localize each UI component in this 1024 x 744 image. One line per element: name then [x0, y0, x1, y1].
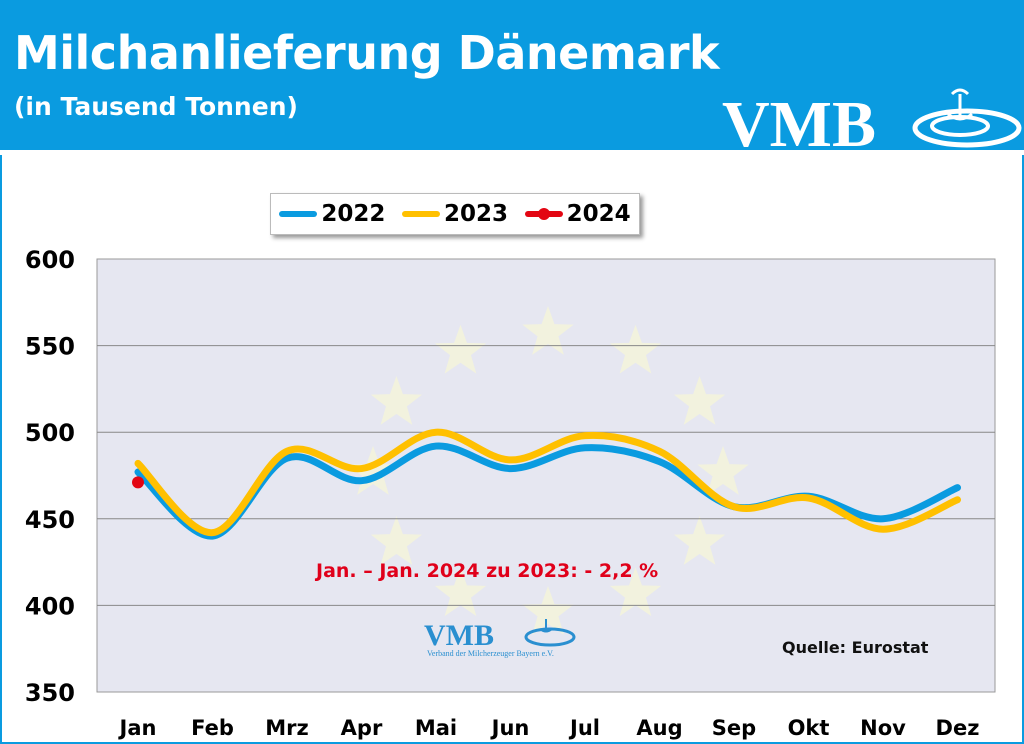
eu-star-icon [434, 567, 487, 617]
vmb-logo: VMB [722, 88, 1022, 154]
data-point-2024 [132, 476, 144, 489]
x-tick-label: Jun [490, 716, 530, 740]
x-tick-label: Apr [341, 716, 383, 740]
x-tick-label: Jul [568, 716, 600, 740]
legend-swatch [524, 208, 563, 220]
legend-swatch [401, 211, 440, 217]
chart-subtitle: (in Tausend Tonnen) [14, 92, 298, 121]
svg-text:VMB: VMB [722, 88, 876, 154]
x-tick-label: Aug [636, 716, 682, 740]
eu-star-icon [370, 376, 423, 425]
legend-label: 2022 [321, 201, 386, 227]
legend-item-2023: 2023 [401, 201, 508, 227]
eu-star-icon [522, 586, 574, 635]
watermark-tagline: Verband der Milcherzeuger Bayern e.V. [427, 649, 554, 658]
y-tick-label: 550 [25, 333, 75, 361]
eu-star-icon [609, 324, 662, 374]
x-tick-label: Feb [191, 716, 234, 740]
eu-star-icon [697, 446, 749, 495]
eu-star-icon [673, 516, 726, 565]
annotation: Jan. – Jan. 2024 zu 2023: - 2,2 % [316, 560, 659, 582]
y-tick-label: 450 [25, 506, 75, 534]
eu-star-icon [370, 516, 423, 565]
header-banner: Milchanlieferung Dänemark (in Tausend To… [0, 0, 1024, 154]
eu-star-icon [347, 446, 399, 495]
y-tick-label: 400 [25, 592, 75, 620]
eu-star-icon [522, 306, 574, 355]
chart-title: Milchanlieferung Dänemark [14, 26, 720, 80]
legend-label: 2023 [443, 201, 508, 227]
x-tick-label: Mai [415, 716, 457, 740]
x-tick-label: Okt [788, 716, 830, 740]
source-note: Quelle: Eurostat [782, 638, 929, 657]
legend: 2022 2023 2024 [270, 193, 640, 235]
eu-star-icon [609, 567, 662, 617]
x-tick-label: Nov [860, 716, 906, 740]
x-tick-label: Jan [118, 716, 157, 740]
series-line-2023 [134, 428, 961, 537]
x-tick-label: Dez [936, 716, 980, 740]
x-tick-label: Sep [712, 716, 756, 740]
y-tick-label: 500 [25, 419, 75, 447]
eu-star-icon [434, 324, 487, 374]
legend-item-2022: 2022 [279, 201, 385, 227]
y-tick-label: 350 [25, 679, 75, 707]
legend-swatch [279, 211, 318, 217]
legend-label: 2024 [566, 201, 631, 227]
vmb-watermark-logo: VMB [424, 619, 576, 652]
legend-item-2024: 2024 [524, 201, 631, 227]
eu-star-icon [673, 376, 726, 425]
x-tick-label: Mrz [265, 716, 308, 740]
svg-text:VMB: VMB [424, 619, 494, 652]
y-tick-label: 600 [25, 246, 75, 274]
